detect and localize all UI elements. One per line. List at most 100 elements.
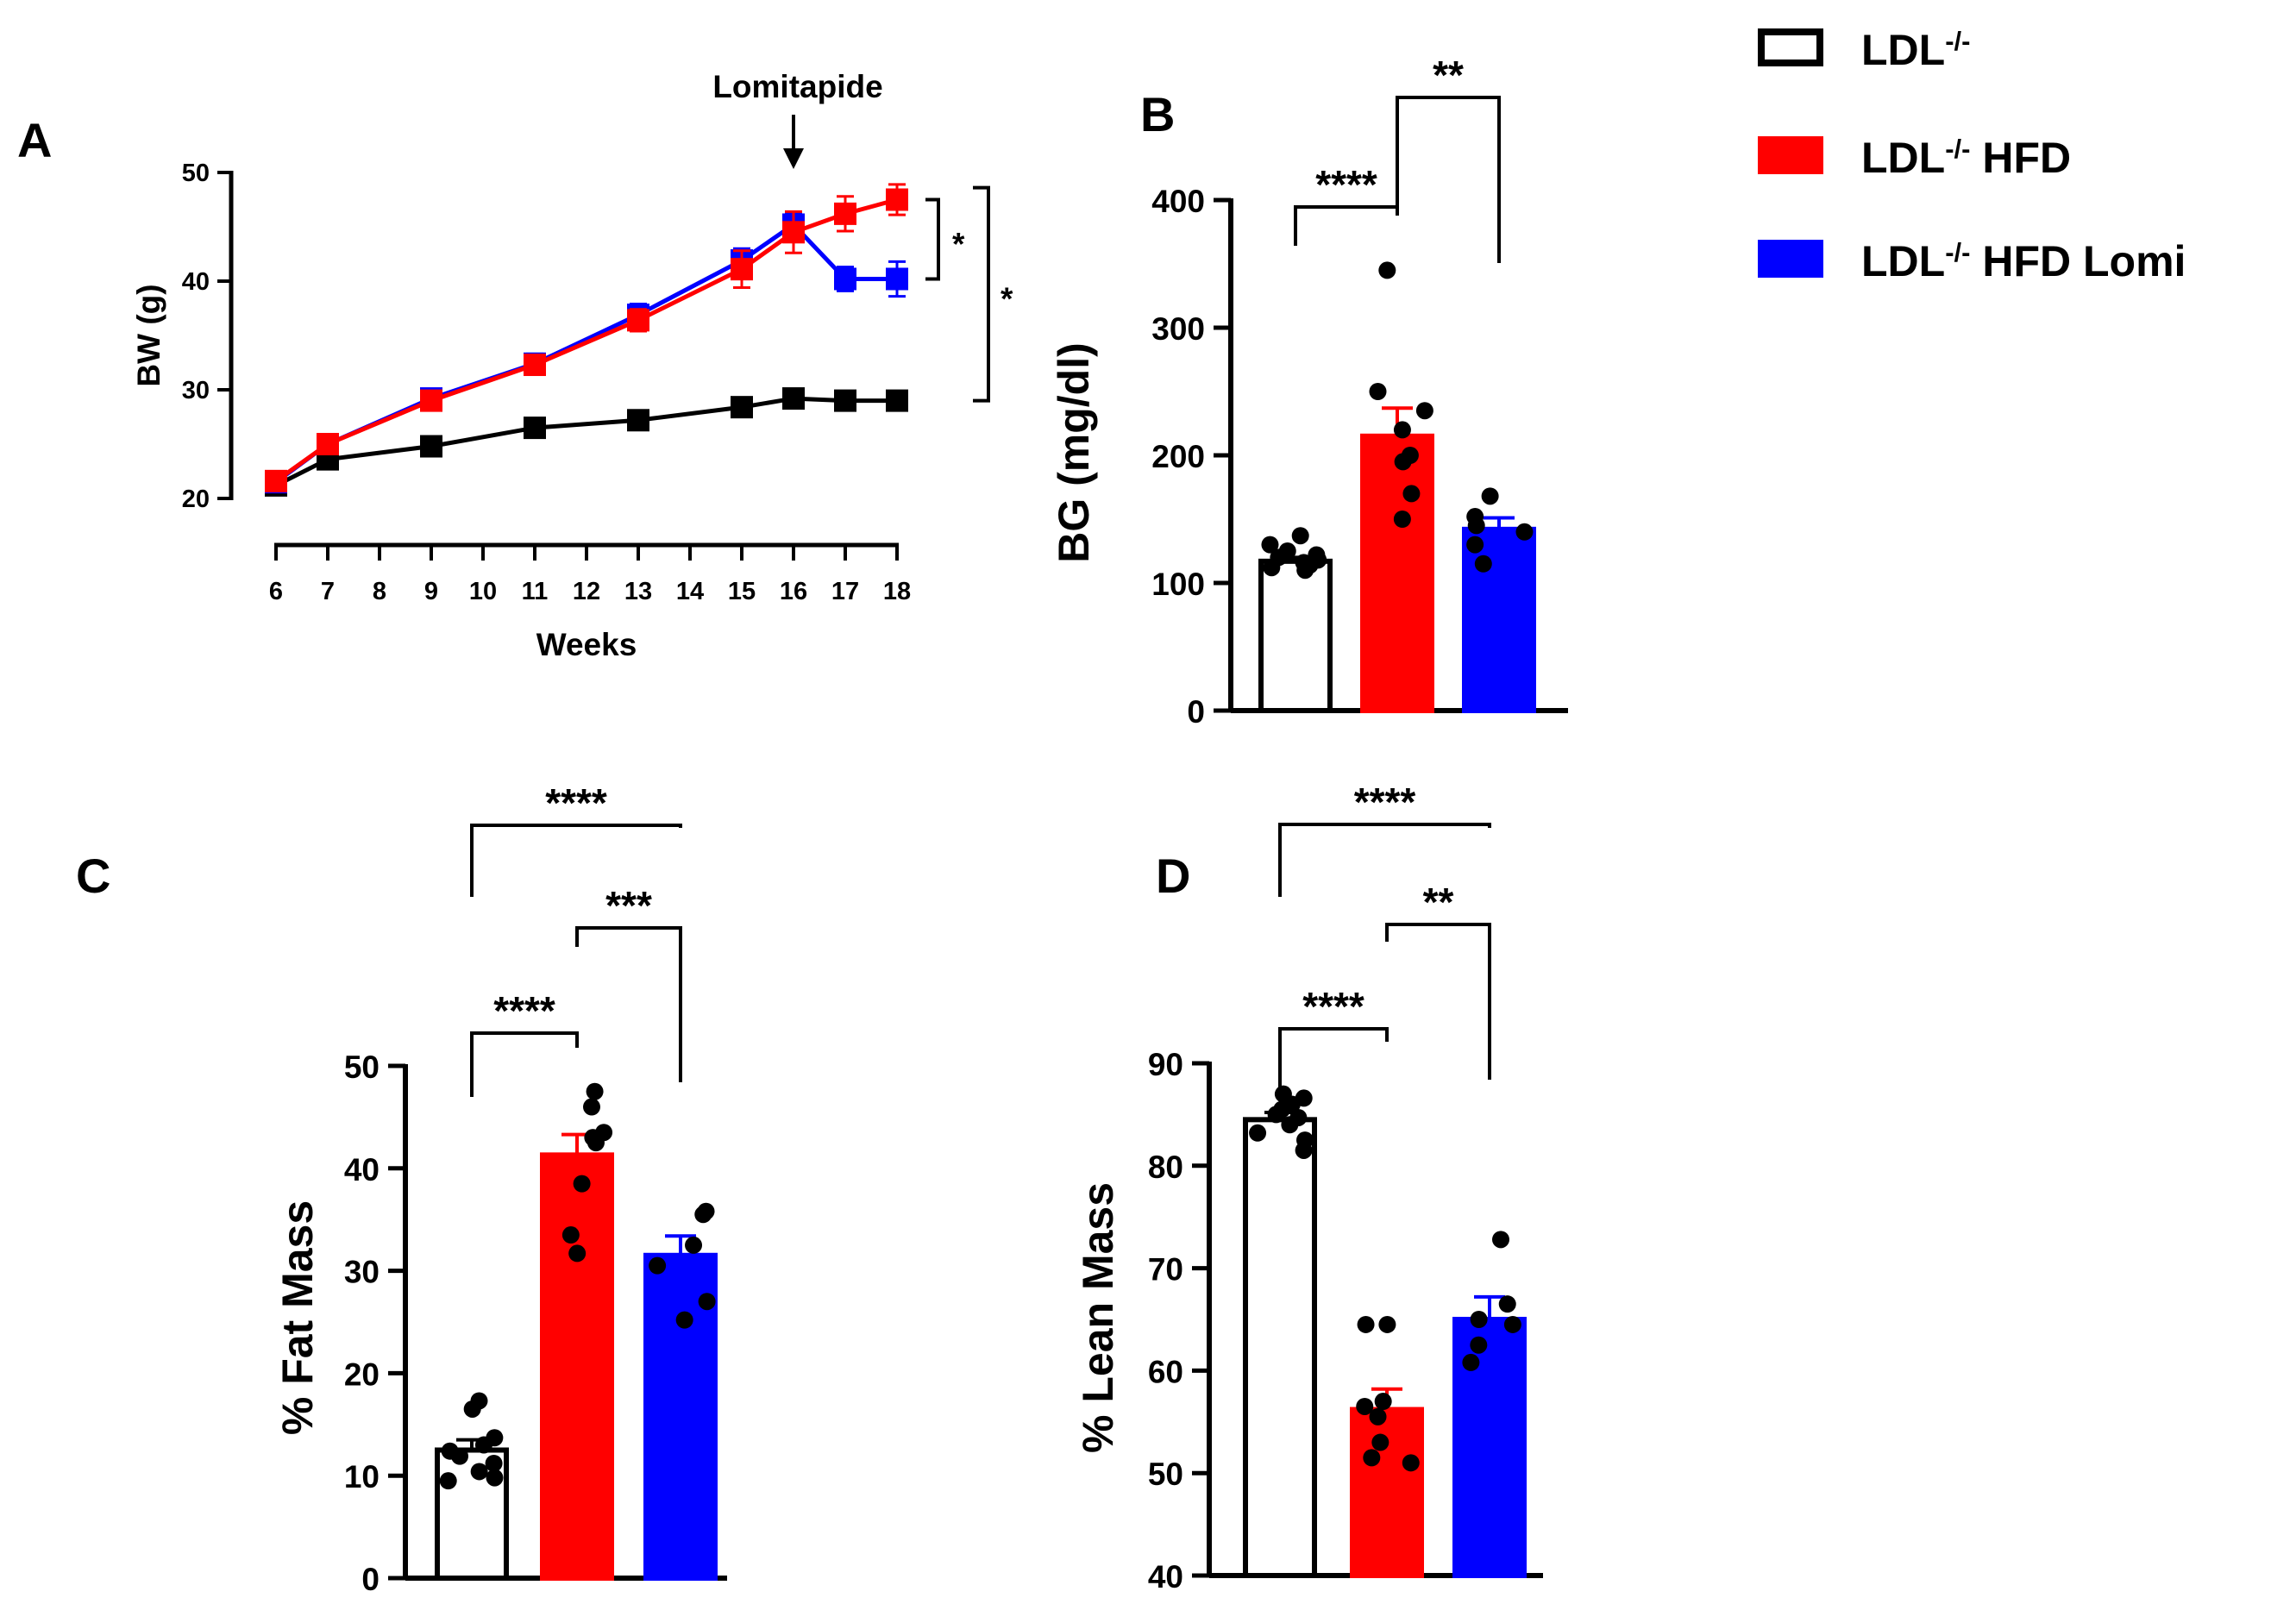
x-tick-label: 15 — [728, 578, 756, 605]
bar-group — [1258, 527, 1333, 714]
y-tick-label: 200 — [1151, 439, 1205, 474]
bar-group — [540, 1082, 614, 1581]
significance-label: **** — [1302, 984, 1364, 1029]
panel-letter: B — [1140, 87, 1175, 141]
text-part: HFD — [1970, 134, 2071, 182]
data-point — [1357, 1315, 1375, 1333]
x-tick-label: 13 — [624, 578, 652, 605]
bar — [1360, 433, 1434, 713]
data-point — [782, 221, 805, 244]
x-tick-label: 7 — [321, 578, 335, 605]
y-tick-label: 40 — [344, 1152, 380, 1187]
y-tick-label: 0 — [1187, 694, 1205, 730]
x-tick-label: 6 — [269, 578, 283, 605]
text-part: HFD Lomi — [1970, 237, 2186, 285]
significance-label: **** — [545, 780, 607, 825]
data-point — [586, 1082, 604, 1100]
data-point — [1470, 1336, 1488, 1354]
superscript: -/- — [1945, 26, 1970, 56]
y-tick-label: 30 — [182, 377, 210, 404]
significance-label: **** — [493, 988, 555, 1033]
data-point — [439, 1472, 457, 1490]
data-point — [582, 1098, 600, 1116]
data-point — [1295, 1141, 1313, 1159]
y-tick-label: 300 — [1151, 311, 1205, 347]
significance-bracket — [470, 1031, 579, 1097]
legend-swatch — [1758, 28, 1823, 66]
panel-a: A 20 30 40 50 6 7 8 9 10 11 12 13 14 15 16 17 18 Weeks BW (… — [17, 69, 1013, 662]
y-axis-title: BG (mg/dl) — [1050, 342, 1098, 563]
series-line — [274, 222, 897, 485]
y-tick-label: 20 — [344, 1357, 380, 1392]
significance-bracket — [1396, 96, 1501, 263]
annotation-arrow-head — [783, 148, 804, 169]
data-point — [1363, 1449, 1381, 1467]
y-tick-label: 40 — [182, 268, 210, 296]
text-part: LDL — [1861, 26, 1945, 74]
data-point — [1296, 561, 1314, 580]
data-point — [1470, 1311, 1488, 1328]
x-axis-title: Weeks — [536, 627, 637, 662]
data-point — [1462, 1353, 1480, 1371]
bar-group — [435, 1392, 509, 1581]
data-point — [420, 435, 442, 458]
data-point — [463, 1400, 481, 1418]
bar — [1258, 558, 1333, 714]
superscript: -/- — [1945, 237, 1970, 267]
data-point — [782, 387, 805, 410]
significance-bracket — [925, 197, 940, 281]
data-point — [587, 1134, 605, 1152]
data-point — [1394, 453, 1412, 471]
data-point — [573, 1175, 591, 1193]
data-point — [886, 188, 908, 211]
data-point — [886, 267, 908, 291]
significance-label: **** — [1315, 162, 1377, 207]
y-tick-label: 10 — [344, 1459, 380, 1494]
panel-letter: C — [76, 849, 110, 903]
data-point — [1402, 1454, 1420, 1472]
data-point — [1393, 421, 1411, 439]
data-point — [470, 1463, 488, 1481]
significance-bracket — [1385, 923, 1491, 1080]
x-tick-label: 16 — [780, 578, 807, 605]
panel-letter: A — [17, 113, 52, 167]
data-point — [474, 1436, 492, 1454]
y-tick-label: 30 — [344, 1255, 380, 1290]
data-point — [1369, 383, 1387, 400]
bar-group — [1243, 1085, 1317, 1578]
data-point — [627, 409, 649, 432]
data-point — [1467, 517, 1485, 535]
x-tick-label: 14 — [676, 578, 704, 605]
y-tick-label: 20 — [182, 486, 210, 513]
x-tick-label: 17 — [831, 578, 859, 605]
x-tick-label: 12 — [573, 578, 600, 605]
data-point — [1371, 1433, 1390, 1451]
data-point — [1481, 487, 1499, 505]
significance-label: * — [1001, 281, 1013, 316]
bar — [540, 1152, 614, 1581]
data-point — [524, 354, 546, 377]
series-ldl- — [265, 387, 908, 497]
data-point — [834, 389, 856, 412]
y-tick-label: 90 — [1148, 1047, 1183, 1082]
data-point — [1378, 261, 1396, 279]
legend-swatch — [1758, 136, 1823, 174]
y-tick-label: 50 — [182, 160, 210, 187]
significance-label: **** — [1354, 780, 1416, 824]
data-point — [886, 389, 908, 412]
data-point — [1466, 536, 1484, 554]
series-ldl-hfd-lomi — [265, 211, 908, 494]
data-point — [627, 309, 649, 332]
significance-bracket — [973, 185, 990, 403]
y-tick-label: 70 — [1148, 1252, 1183, 1288]
data-point — [1267, 1106, 1285, 1124]
data-point — [420, 389, 442, 412]
superscript: -/- — [1945, 134, 1970, 164]
text-part: LDL — [1861, 134, 1945, 182]
data-point — [694, 1206, 712, 1224]
x-tick-label: 10 — [469, 578, 497, 605]
y-axis-title: % Fat Mass — [273, 1200, 322, 1435]
